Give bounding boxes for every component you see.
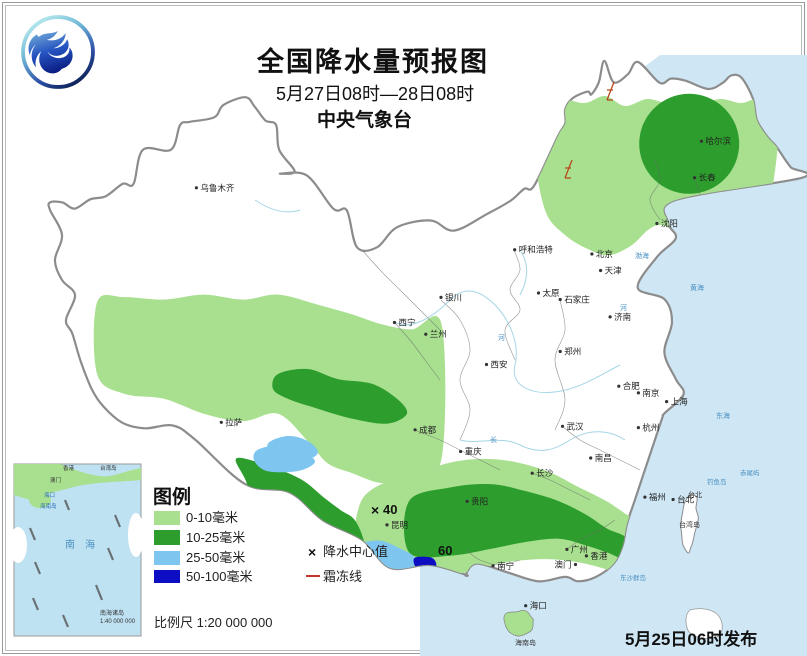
svg-text:50-100毫米: 50-100毫米: [186, 569, 252, 584]
svg-text:东沙群岛: 东沙群岛: [620, 573, 646, 582]
svg-text:重庆: 重庆: [465, 447, 483, 457]
svg-text:银川: 银川: [445, 292, 462, 302]
svg-text:南宁: 南宁: [497, 561, 514, 571]
svg-text:长沙: 长沙: [536, 468, 554, 478]
svg-text:黄海: 黄海: [690, 283, 704, 292]
svg-text:西安: 西安: [491, 360, 508, 370]
svg-text:河: 河: [620, 304, 627, 312]
svg-text:长: 长: [490, 435, 497, 444]
svg-text:太原: 太原: [543, 288, 560, 298]
svg-text:×: ×: [308, 544, 316, 560]
svg-text:南海诸岛: 南海诸岛: [100, 609, 124, 617]
svg-text:长春: 长春: [699, 173, 717, 183]
svg-text:济南: 济南: [614, 312, 631, 322]
svg-text:台湾岛: 台湾岛: [100, 464, 117, 472]
svg-text:降水中心值: 降水中心值: [323, 544, 388, 559]
svg-text:兰州: 兰州: [430, 329, 447, 339]
svg-text:西宁: 西宁: [399, 318, 416, 328]
svg-text:图例: 图例: [153, 485, 191, 508]
svg-text:海南岛: 海南岛: [515, 638, 536, 647]
svg-text:10-25毫米: 10-25毫米: [186, 530, 245, 545]
svg-text:澳门: 澳门: [50, 476, 61, 484]
svg-text:河: 河: [498, 334, 505, 342]
svg-text:海南岛: 海南岛: [40, 502, 57, 510]
svg-text:石家庄: 石家庄: [564, 295, 590, 305]
svg-text:呼和浩特: 呼和浩特: [519, 245, 554, 255]
svg-text:北京: 北京: [596, 249, 613, 259]
svg-text:杭州: 杭州: [642, 423, 659, 433]
svg-text:贵阳: 贵阳: [471, 496, 488, 506]
svg-text:上海: 上海: [671, 397, 689, 407]
svg-text:香港: 香港: [590, 551, 608, 561]
svg-text:比例尺 1:20 000 000: 比例尺 1:20 000 000: [154, 615, 273, 630]
svg-text:南 海: 南 海: [65, 538, 95, 551]
svg-text:香港: 香港: [63, 464, 75, 472]
svg-text:台湾岛: 台湾岛: [679, 520, 700, 529]
svg-text:钓鱼岛: 钓鱼岛: [707, 477, 727, 486]
svg-text:渤海: 渤海: [635, 251, 649, 260]
svg-text:澳门: 澳门: [554, 560, 571, 570]
svg-text:沈阳: 沈阳: [661, 219, 678, 229]
svg-text:成都: 成都: [419, 425, 437, 435]
svg-text:南京: 南京: [642, 388, 659, 398]
svg-text:福州: 福州: [649, 492, 666, 502]
svg-text:台北: 台北: [677, 495, 695, 505]
svg-text:1:40 000 000: 1:40 000 000: [100, 619, 136, 625]
svg-text:乌鲁木齐: 乌鲁木齐: [200, 183, 235, 193]
svg-text:哈尔滨: 哈尔滨: [705, 136, 731, 146]
svg-text:25-50毫米: 25-50毫米: [186, 550, 245, 565]
svg-text:广州: 广州: [571, 544, 588, 554]
svg-text:海口: 海口: [44, 491, 55, 499]
svg-text:南昌: 南昌: [595, 453, 612, 463]
svg-text:40: 40: [383, 502, 397, 517]
svg-text:海口: 海口: [530, 601, 547, 611]
svg-text:东海: 东海: [716, 411, 730, 420]
svg-text:郑州: 郑州: [564, 347, 581, 357]
svg-text:武汉: 武汉: [567, 421, 585, 431]
svg-text:天津: 天津: [605, 266, 623, 276]
svg-text:60: 60: [438, 543, 452, 558]
svg-text:昆明: 昆明: [391, 520, 408, 530]
svg-text:霜冻线: 霜冻线: [323, 569, 362, 584]
svg-text:0-10毫米: 0-10毫米: [186, 510, 238, 525]
svg-text:拉萨: 拉萨: [225, 417, 243, 427]
svg-text:×: ×: [371, 502, 379, 518]
svg-text:合肥: 合肥: [623, 381, 641, 391]
svg-text:赤尾屿: 赤尾屿: [740, 468, 760, 477]
